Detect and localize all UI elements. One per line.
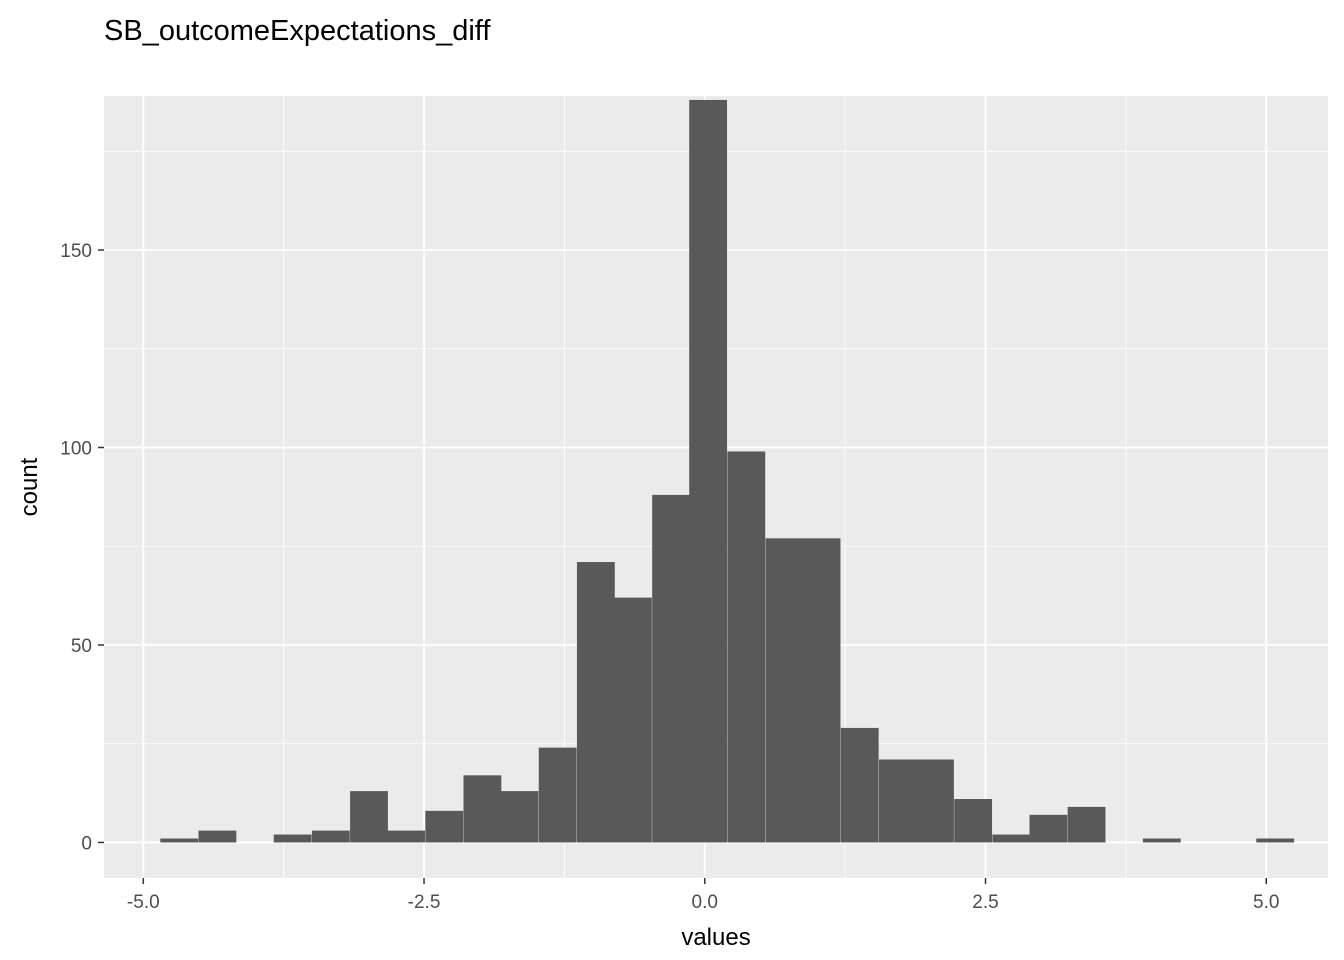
histogram-bar <box>1029 814 1068 843</box>
histogram-bar <box>160 838 199 843</box>
histogram-bar <box>879 759 917 843</box>
histogram-bar <box>538 747 577 843</box>
histogram-bar <box>425 810 464 843</box>
histogram-bar <box>992 834 1031 843</box>
histogram-bar <box>1067 806 1106 843</box>
x-axis-title: values <box>681 924 750 951</box>
x-tick-label: -5.0 <box>127 892 160 913</box>
histogram-bar <box>613 597 652 843</box>
y-tick-label: 50 <box>71 636 92 657</box>
histogram-bar <box>273 834 312 843</box>
x-tick-label: -2.5 <box>408 892 441 913</box>
histogram-bar <box>311 830 350 843</box>
histogram-bar <box>689 99 728 843</box>
histogram-bar <box>954 799 993 843</box>
histogram-bar <box>916 759 954 843</box>
histogram-bar <box>727 451 766 843</box>
histogram-bar <box>463 775 502 843</box>
histogram-bar <box>500 791 539 843</box>
histogram-bar <box>652 494 690 843</box>
histogram-bar <box>387 830 425 843</box>
histogram-bar <box>802 538 841 843</box>
histogram-bars <box>160 99 1295 843</box>
x-tick-label: 0.0 <box>692 892 718 913</box>
y-tick-label: 150 <box>60 241 92 262</box>
y-axis: 0 50 100 150 <box>60 241 104 854</box>
x-tick-label: 5.0 <box>1253 892 1279 913</box>
y-axis-title: count <box>16 457 43 516</box>
chart-title: SB_outcomeExpectations_diff <box>104 15 491 47</box>
y-tick-label: 0 <box>81 833 92 854</box>
histogram-bar <box>198 830 237 843</box>
histogram-bar <box>765 538 804 843</box>
y-tick-label: 100 <box>60 439 92 460</box>
histogram-bar <box>576 562 615 843</box>
x-tick-label: 2.5 <box>972 892 998 913</box>
histogram-bar <box>840 727 879 843</box>
x-axis: -5.0 -2.5 0.0 2.5 5.0 <box>127 878 1279 913</box>
histogram-bar <box>1256 838 1295 843</box>
histogram-bar <box>1142 838 1181 843</box>
histogram-bar <box>350 791 388 843</box>
